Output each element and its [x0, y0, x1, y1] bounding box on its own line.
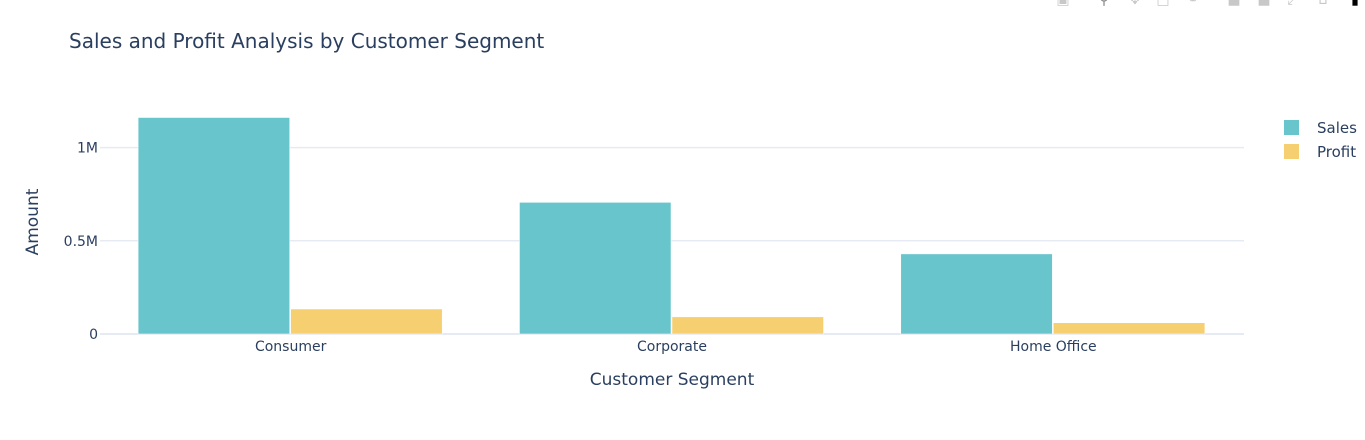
autoscale-icon[interactable]: ⤢ [1287, 0, 1299, 8]
zoom-icon[interactable]: ⚲ [1098, 0, 1110, 8]
bar-sales-consumer[interactable] [137, 117, 290, 335]
box-select-icon[interactable]: □ [1156, 0, 1170, 8]
y-tick-label: 0.5M [64, 234, 98, 250]
y-tick-label: 0 [89, 327, 98, 343]
camera-icon[interactable]: ▣ [1056, 0, 1070, 8]
legend-swatch [1284, 120, 1299, 135]
x-axis-ticks: Consumer Corporate Home Office [255, 339, 1097, 355]
bar-profit-consumer[interactable] [290, 308, 443, 335]
bars[interactable] [137, 117, 1206, 335]
legend[interactable]: Sales Profit [1284, 119, 1357, 161]
legend-label: Profit [1317, 143, 1356, 161]
x-tick-label: Consumer [255, 339, 327, 355]
modebar[interactable]: ▣ ⚲ ✥ □ ⚭ ■ ■ ⤢ ⌂ ▮ [1035, 0, 1365, 8]
y-axis-title: Amount [23, 188, 43, 255]
chart-title: Sales and Profit Analysis by Customer Se… [69, 29, 544, 53]
home-icon[interactable]: ⌂ [1318, 0, 1328, 8]
bar-sales-corporate[interactable] [519, 202, 672, 335]
y-tick-label: 1M [77, 141, 98, 157]
x-tick-label: Home Office [1010, 339, 1097, 355]
bar-profit-corporate[interactable] [671, 316, 824, 335]
zoom-in-icon[interactable]: ■ [1227, 0, 1241, 8]
pan-icon[interactable]: ✥ [1129, 0, 1141, 8]
plotly-logo-icon[interactable]: ▮ [1351, 0, 1359, 8]
bar-profit-home-office[interactable] [1053, 322, 1206, 335]
legend-label: Sales [1317, 119, 1357, 137]
x-axis-title: Customer Segment [590, 370, 755, 390]
zoom-out-icon[interactable]: ■ [1257, 0, 1271, 8]
legend-swatch [1284, 144, 1299, 159]
lasso-icon[interactable]: ⚭ [1187, 0, 1199, 8]
legend-item-profit[interactable]: Profit [1284, 143, 1356, 161]
bar-sales-home-office[interactable] [900, 253, 1053, 335]
legend-item-sales[interactable]: Sales [1284, 119, 1357, 137]
y-axis-ticks: 0 0.5M 1M [64, 141, 98, 343]
x-tick-label: Corporate [637, 339, 707, 355]
